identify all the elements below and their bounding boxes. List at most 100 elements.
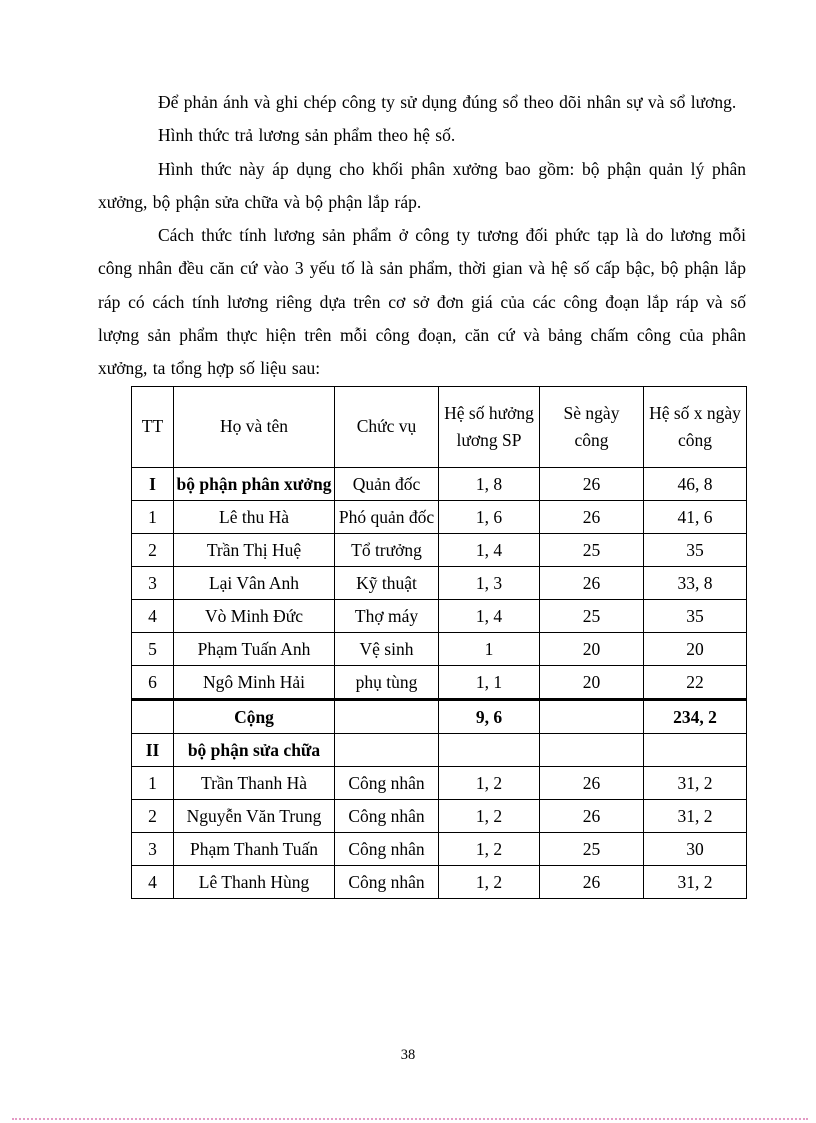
cell-tt: 3 <box>131 831 174 866</box>
table-row: 6 Ngô Minh Hải phụ tùng 1, 1 20 22 <box>131 664 747 700</box>
table-row: 2 Nguyễn Văn Trung Công nhân 1, 2 26 31,… <box>131 798 747 833</box>
cell-coef: 1, 1 <box>438 664 540 700</box>
cell-coef: 1, 2 <box>438 864 540 899</box>
table-row: 3 Phạm Thanh Tuấn Công nhân 1, 2 25 30 <box>131 831 747 866</box>
table-row: 1 Trần Thanh Hà Công nhân 1, 2 26 31, 2 <box>131 765 747 800</box>
table-row: 4 Vò Minh Đức Thợ máy 1, 4 25 35 <box>131 598 747 633</box>
table-row-total: Cộng 9, 6 234, 2 <box>131 697 747 734</box>
table-row: 2 Trần Thị Huệ Tổ trưởng 1, 4 25 35 <box>131 532 747 567</box>
cell-role: phụ tùng <box>334 664 439 700</box>
cell-role: Phó quản đốc <box>334 499 439 534</box>
cell-days: 20 <box>539 631 644 666</box>
cell-name: Trần Thanh Hà <box>173 765 335 800</box>
cell-tt: 1 <box>131 499 174 534</box>
cell-role: Công nhân <box>334 765 439 800</box>
cell-name: Trần Thị Huệ <box>173 532 335 567</box>
cell-name: Lại Vân Anh <box>173 565 335 600</box>
paragraph-record-keeping: Để phản ánh và ghi chép công ty sử dụng … <box>158 92 737 112</box>
cell-tt: 1 <box>131 765 174 800</box>
salary-coefficient-table: TT Họ và tên Chức vụ Hệ số hưởng lương S… <box>131 385 747 899</box>
cell-total: 35 <box>643 532 747 567</box>
cell-coef: 9, 6 <box>438 697 540 734</box>
cell-tt: 3 <box>131 565 174 600</box>
cell-role: Công nhân <box>334 864 439 899</box>
cell-role <box>334 697 439 734</box>
cell-days: 20 <box>539 664 644 700</box>
cell-name: bộ phận sửa chữa <box>173 732 335 767</box>
header-cell-tt: TT <box>131 385 174 468</box>
cell-name: Nguyễn Văn Trung <box>173 798 335 833</box>
cell-total: 22 <box>643 664 747 700</box>
table-row: 1 Lê thu Hà Phó quản đốc 1, 6 26 41, 6 <box>131 499 747 534</box>
table-header-row: TT Họ và tên Chức vụ Hệ số hưởng lương S… <box>131 385 747 468</box>
table-row-section-2: II bộ phận sửa chữa <box>131 732 747 767</box>
table-row-section-1: I bộ phận phân xưởng Quản đốc 1, 8 26 46… <box>131 466 747 501</box>
paragraph-applies-to: Hình thức này áp dụng cho khối phân xưởn… <box>98 158 746 212</box>
cell-name: Lê thu Hà <box>173 499 335 534</box>
cell-coef: 1, 2 <box>438 798 540 833</box>
header-cell-name: Họ và tên <box>173 385 335 468</box>
header-cell-role: Chức vụ <box>334 385 439 468</box>
cell-role: Công nhân <box>334 798 439 833</box>
cell-role: Quản đốc <box>334 466 439 501</box>
cell-days: 26 <box>539 499 644 534</box>
cell-total: 41, 6 <box>643 499 747 534</box>
cell-total: 35 <box>643 598 747 633</box>
cell-days: 25 <box>539 598 644 633</box>
cell-total: 46, 8 <box>643 466 747 501</box>
cell-role: Vệ sinh <box>334 631 439 666</box>
cell-days: 25 <box>539 532 644 567</box>
cell-tt <box>131 697 174 734</box>
cell-days: 26 <box>539 864 644 899</box>
cell-total <box>643 732 747 767</box>
cell-total: 234, 2 <box>643 697 747 734</box>
cell-name: Ngô Minh Hải <box>173 664 335 700</box>
cell-tt: II <box>131 732 174 767</box>
cell-coef <box>438 732 540 767</box>
cell-role: Tổ trưởng <box>334 532 439 567</box>
cell-coef: 1, 3 <box>438 565 540 600</box>
cell-name: bộ phận phân xưởng <box>173 466 335 501</box>
cell-role: Thợ máy <box>334 598 439 633</box>
cell-role: Công nhân <box>334 831 439 866</box>
cell-tt: 4 <box>131 598 174 633</box>
cell-tt: 2 <box>131 798 174 833</box>
cell-days <box>539 732 644 767</box>
cell-days: 26 <box>539 466 644 501</box>
cell-coef: 1, 2 <box>438 765 540 800</box>
cell-name: Phạm Tuấn Anh <box>173 631 335 666</box>
cell-coef: 1, 4 <box>438 598 540 633</box>
cell-total: 20 <box>643 631 747 666</box>
page-number: 38 <box>400 1047 416 1063</box>
cell-coef: 1, 6 <box>438 499 540 534</box>
cell-tt: 2 <box>131 532 174 567</box>
table-row: 4 Lê Thanh Hùng Công nhân 1, 2 26 31, 2 <box>131 864 747 899</box>
cell-name: Cộng <box>173 697 335 734</box>
cell-total: 31, 2 <box>643 765 747 800</box>
cell-role <box>334 732 439 767</box>
cell-days <box>539 697 644 734</box>
cell-days: 26 <box>539 565 644 600</box>
paragraph-pay-form: Hình thức trả lương sản phẩm theo hệ số. <box>158 125 456 146</box>
cell-days: 25 <box>539 831 644 866</box>
cell-tt: 6 <box>131 664 174 700</box>
cell-days: 26 <box>539 765 644 800</box>
cell-tt: 5 <box>131 631 174 666</box>
cell-name: Phạm Thanh Tuấn <box>173 831 335 866</box>
table-row: 5 Phạm Tuấn Anh Vệ sinh 1 20 20 <box>131 631 747 666</box>
cell-total: 33, 8 <box>643 565 747 600</box>
cell-coef: 1, 4 <box>438 532 540 567</box>
header-cell-total: Hệ số x ngày công <box>643 385 747 468</box>
cell-coef: 1, 2 <box>438 831 540 866</box>
cell-tt: 4 <box>131 864 174 899</box>
cell-days: 26 <box>539 798 644 833</box>
cell-tt: I <box>131 466 174 501</box>
header-cell-days: Sè ngày công <box>539 385 644 468</box>
table-row: 3 Lại Vân Anh Kỹ thuật 1, 3 26 33, 8 <box>131 565 747 600</box>
page-content: Để phản ánh và ghi chép công ty sử dụng … <box>98 86 747 899</box>
cell-name: Lê Thanh Hùng <box>173 864 335 899</box>
cell-total: 30 <box>643 831 747 866</box>
header-cell-coef: Hệ số hưởng lương SP <box>438 385 540 468</box>
cell-coef: 1, 8 <box>438 466 540 501</box>
